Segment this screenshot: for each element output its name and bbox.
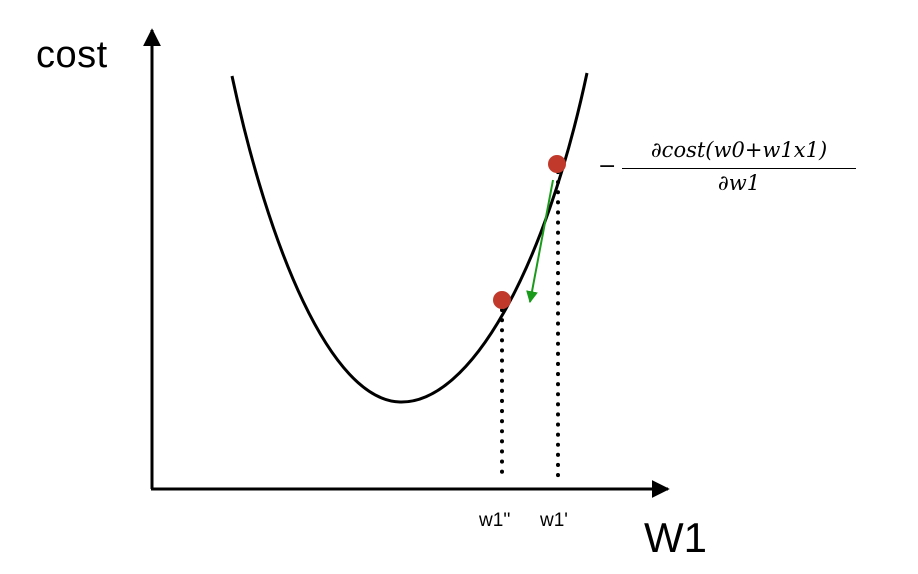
formula-numerator: ∂cost(w0+w1x1): [650, 138, 828, 162]
x-axis-title: W1: [644, 514, 707, 561]
tick-label-w1-prime: w1': [540, 510, 568, 531]
gradient-formula: − ∂cost(w0+w1x1) ∂w1: [598, 138, 860, 202]
point-w1-prime: [548, 155, 566, 173]
formula-sign: −: [598, 154, 617, 179]
tick-label-w1-double-prime: w1'': [479, 510, 511, 531]
y-axis-title: cost: [36, 34, 108, 76]
formula-fraction-bar: [622, 168, 856, 169]
gradient-step-arrow: [526, 179, 554, 304]
cost-curve: [230, 72, 589, 404]
formula-denominator: ∂w1: [717, 171, 761, 195]
point-w1-double-prime: [493, 291, 511, 309]
